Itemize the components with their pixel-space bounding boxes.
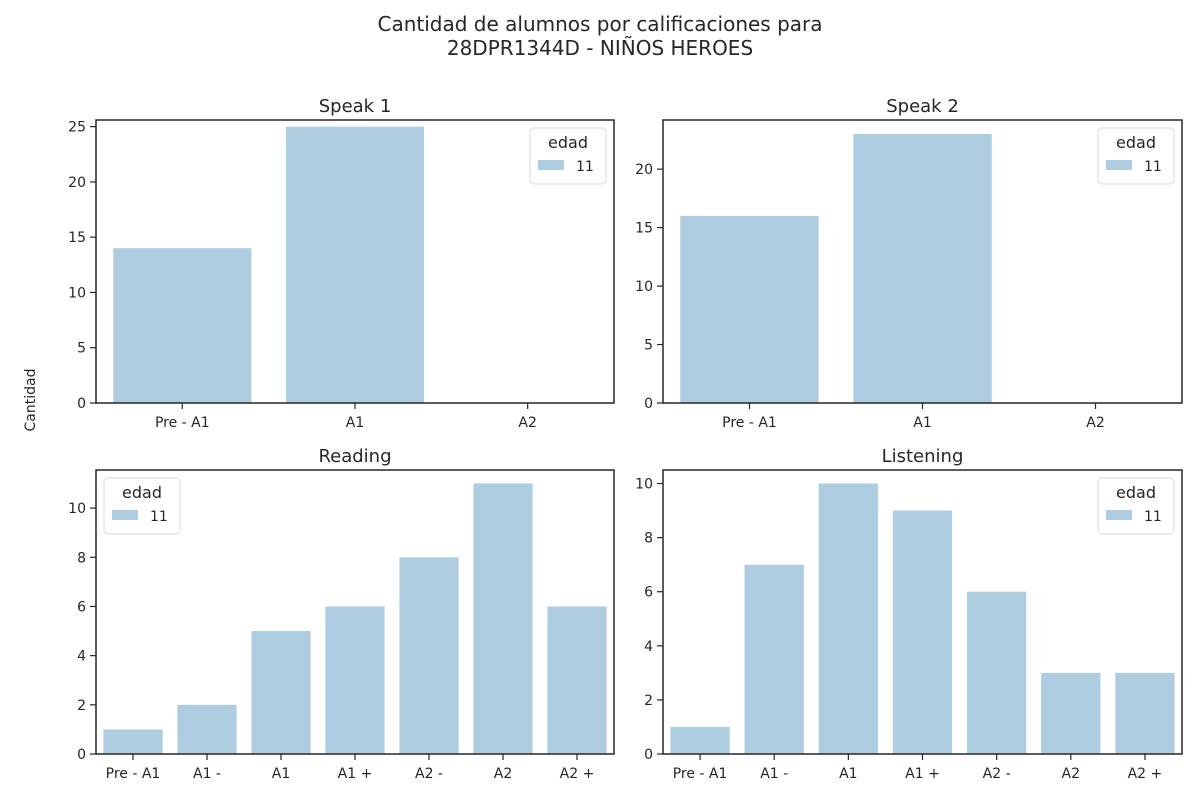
legend-title: edad bbox=[548, 133, 588, 152]
y-tick-label: 0 bbox=[77, 747, 86, 763]
y-tick-label: 5 bbox=[77, 341, 86, 357]
bar-a2- bbox=[399, 557, 459, 754]
x-tick-label: A2 bbox=[494, 766, 512, 782]
y-tick-label: 2 bbox=[644, 693, 653, 709]
chart-panel-1: Pre - A1 A1 A2 0 5 10 15 20 25 Speak 1 edad 11 bbox=[68, 96, 615, 431]
bar-a1 bbox=[818, 483, 879, 754]
y-tick-label: 0 bbox=[77, 396, 86, 412]
x-tick-label: A1 + bbox=[905, 766, 940, 782]
legend-entry-label: 11 bbox=[150, 509, 168, 525]
legend-entry-label: 11 bbox=[1144, 509, 1162, 525]
x-tick-label: A1 + bbox=[338, 766, 373, 782]
chart-panel-2: Pre - A1 A1 A2 0 5 10 15 20 Speak 2 edad 11 bbox=[635, 96, 1183, 431]
x-tick-label: A2 bbox=[1062, 766, 1080, 782]
legend-swatch bbox=[1106, 510, 1132, 520]
x-tick-label: A2 bbox=[518, 415, 536, 431]
y-tick-label: 25 bbox=[68, 120, 86, 136]
x-tick-label: A2 + bbox=[1128, 766, 1163, 782]
chart-panel-4: Pre - A1 A1 - A1 A1 + A2 - A2 A2 + 0 2 4 6 8 10 Liste… bbox=[635, 446, 1183, 782]
legend-entry-label: 11 bbox=[576, 159, 594, 175]
y-tick-label: 15 bbox=[68, 230, 86, 246]
x-tick-label: Pre - A1 bbox=[155, 415, 210, 431]
y-tick-label: 5 bbox=[644, 338, 653, 354]
bar-a1+ bbox=[325, 606, 385, 754]
bar-a1 bbox=[251, 631, 311, 754]
legend: edad 11 bbox=[103, 477, 181, 535]
panel-title: Listening bbox=[882, 446, 964, 467]
legend-entry-label: 11 bbox=[1144, 159, 1162, 175]
x-tick-label: A2 - bbox=[983, 766, 1011, 782]
chart-panel-3: Pre - A1 A1 - A1 A1 + A2 - A2 A2 + 0 2 4 6 8 10 Readi… bbox=[68, 446, 615, 782]
bar-a2 bbox=[1041, 672, 1101, 754]
y-tick-label: 20 bbox=[635, 162, 653, 178]
bar-a1 bbox=[853, 134, 992, 403]
legend: edad 11 bbox=[529, 127, 607, 185]
bar-pre-a1 bbox=[113, 248, 252, 403]
x-tick-label: A1 - bbox=[760, 766, 788, 782]
bar-pre-a1 bbox=[670, 726, 730, 754]
x-tick-label: Pre - A1 bbox=[722, 415, 777, 431]
y-tick-label: 10 bbox=[635, 477, 653, 493]
bar-a1- bbox=[177, 704, 237, 754]
panel-title: Speak 1 bbox=[319, 96, 392, 117]
x-tick-label: A1 bbox=[272, 766, 290, 782]
x-tick-label: A1 bbox=[839, 766, 857, 782]
bar-a2+ bbox=[1115, 672, 1175, 754]
legend: edad 11 bbox=[1097, 477, 1175, 535]
y-tick-label: 15 bbox=[635, 221, 653, 237]
legend-swatch bbox=[112, 510, 138, 520]
x-tick-label: A2 - bbox=[415, 766, 443, 782]
bar-a2+ bbox=[547, 606, 607, 754]
x-tick-label: A1 bbox=[346, 415, 364, 431]
bar-pre-a1 bbox=[680, 215, 819, 403]
legend-title: edad bbox=[1116, 133, 1156, 152]
x-tick-label: Pre - A1 bbox=[673, 766, 728, 782]
y-tick-label: 8 bbox=[77, 550, 86, 566]
figure-title-line1: Cantidad de alumnos por calificaciones p… bbox=[377, 12, 823, 36]
y-tick-label: 6 bbox=[644, 585, 653, 601]
panel-title: Reading bbox=[318, 446, 391, 467]
legend-swatch bbox=[1106, 160, 1132, 170]
bar-a2- bbox=[966, 591, 1027, 754]
legend: edad 11 bbox=[1097, 127, 1175, 185]
y-tick-label: 20 bbox=[68, 175, 86, 191]
y-tick-label: 6 bbox=[77, 599, 86, 615]
bar-a1 bbox=[285, 126, 425, 403]
bar-a1+ bbox=[892, 510, 953, 754]
x-tick-label: A1 bbox=[913, 415, 931, 431]
x-tick-label: A1 - bbox=[193, 766, 221, 782]
bar-a2 bbox=[473, 483, 533, 754]
y-tick-label: 4 bbox=[644, 639, 653, 655]
legend-title: edad bbox=[122, 483, 162, 502]
y-tick-label: 4 bbox=[77, 649, 86, 665]
bar-a1- bbox=[744, 564, 804, 754]
x-tick-label: A2 bbox=[1086, 415, 1104, 431]
bar-pre-a1 bbox=[103, 729, 163, 754]
y-tick-label: 0 bbox=[644, 396, 653, 412]
figure-title-line2: 28DPR1344D - NIÑOS HEROES bbox=[446, 36, 754, 60]
legend-swatch bbox=[538, 160, 564, 170]
y-tick-label: 0 bbox=[644, 747, 653, 763]
y-tick-label: 10 bbox=[68, 501, 86, 517]
x-tick-label: A2 + bbox=[560, 766, 595, 782]
panel-title: Speak 2 bbox=[886, 96, 959, 117]
legend-title: edad bbox=[1116, 483, 1156, 502]
y-tick-label: 10 bbox=[635, 279, 653, 295]
y-tick-label: 8 bbox=[644, 531, 653, 547]
y-tick-label: 10 bbox=[68, 285, 86, 301]
y-tick-label: 2 bbox=[77, 698, 86, 714]
x-tick-label: Pre - A1 bbox=[106, 766, 161, 782]
